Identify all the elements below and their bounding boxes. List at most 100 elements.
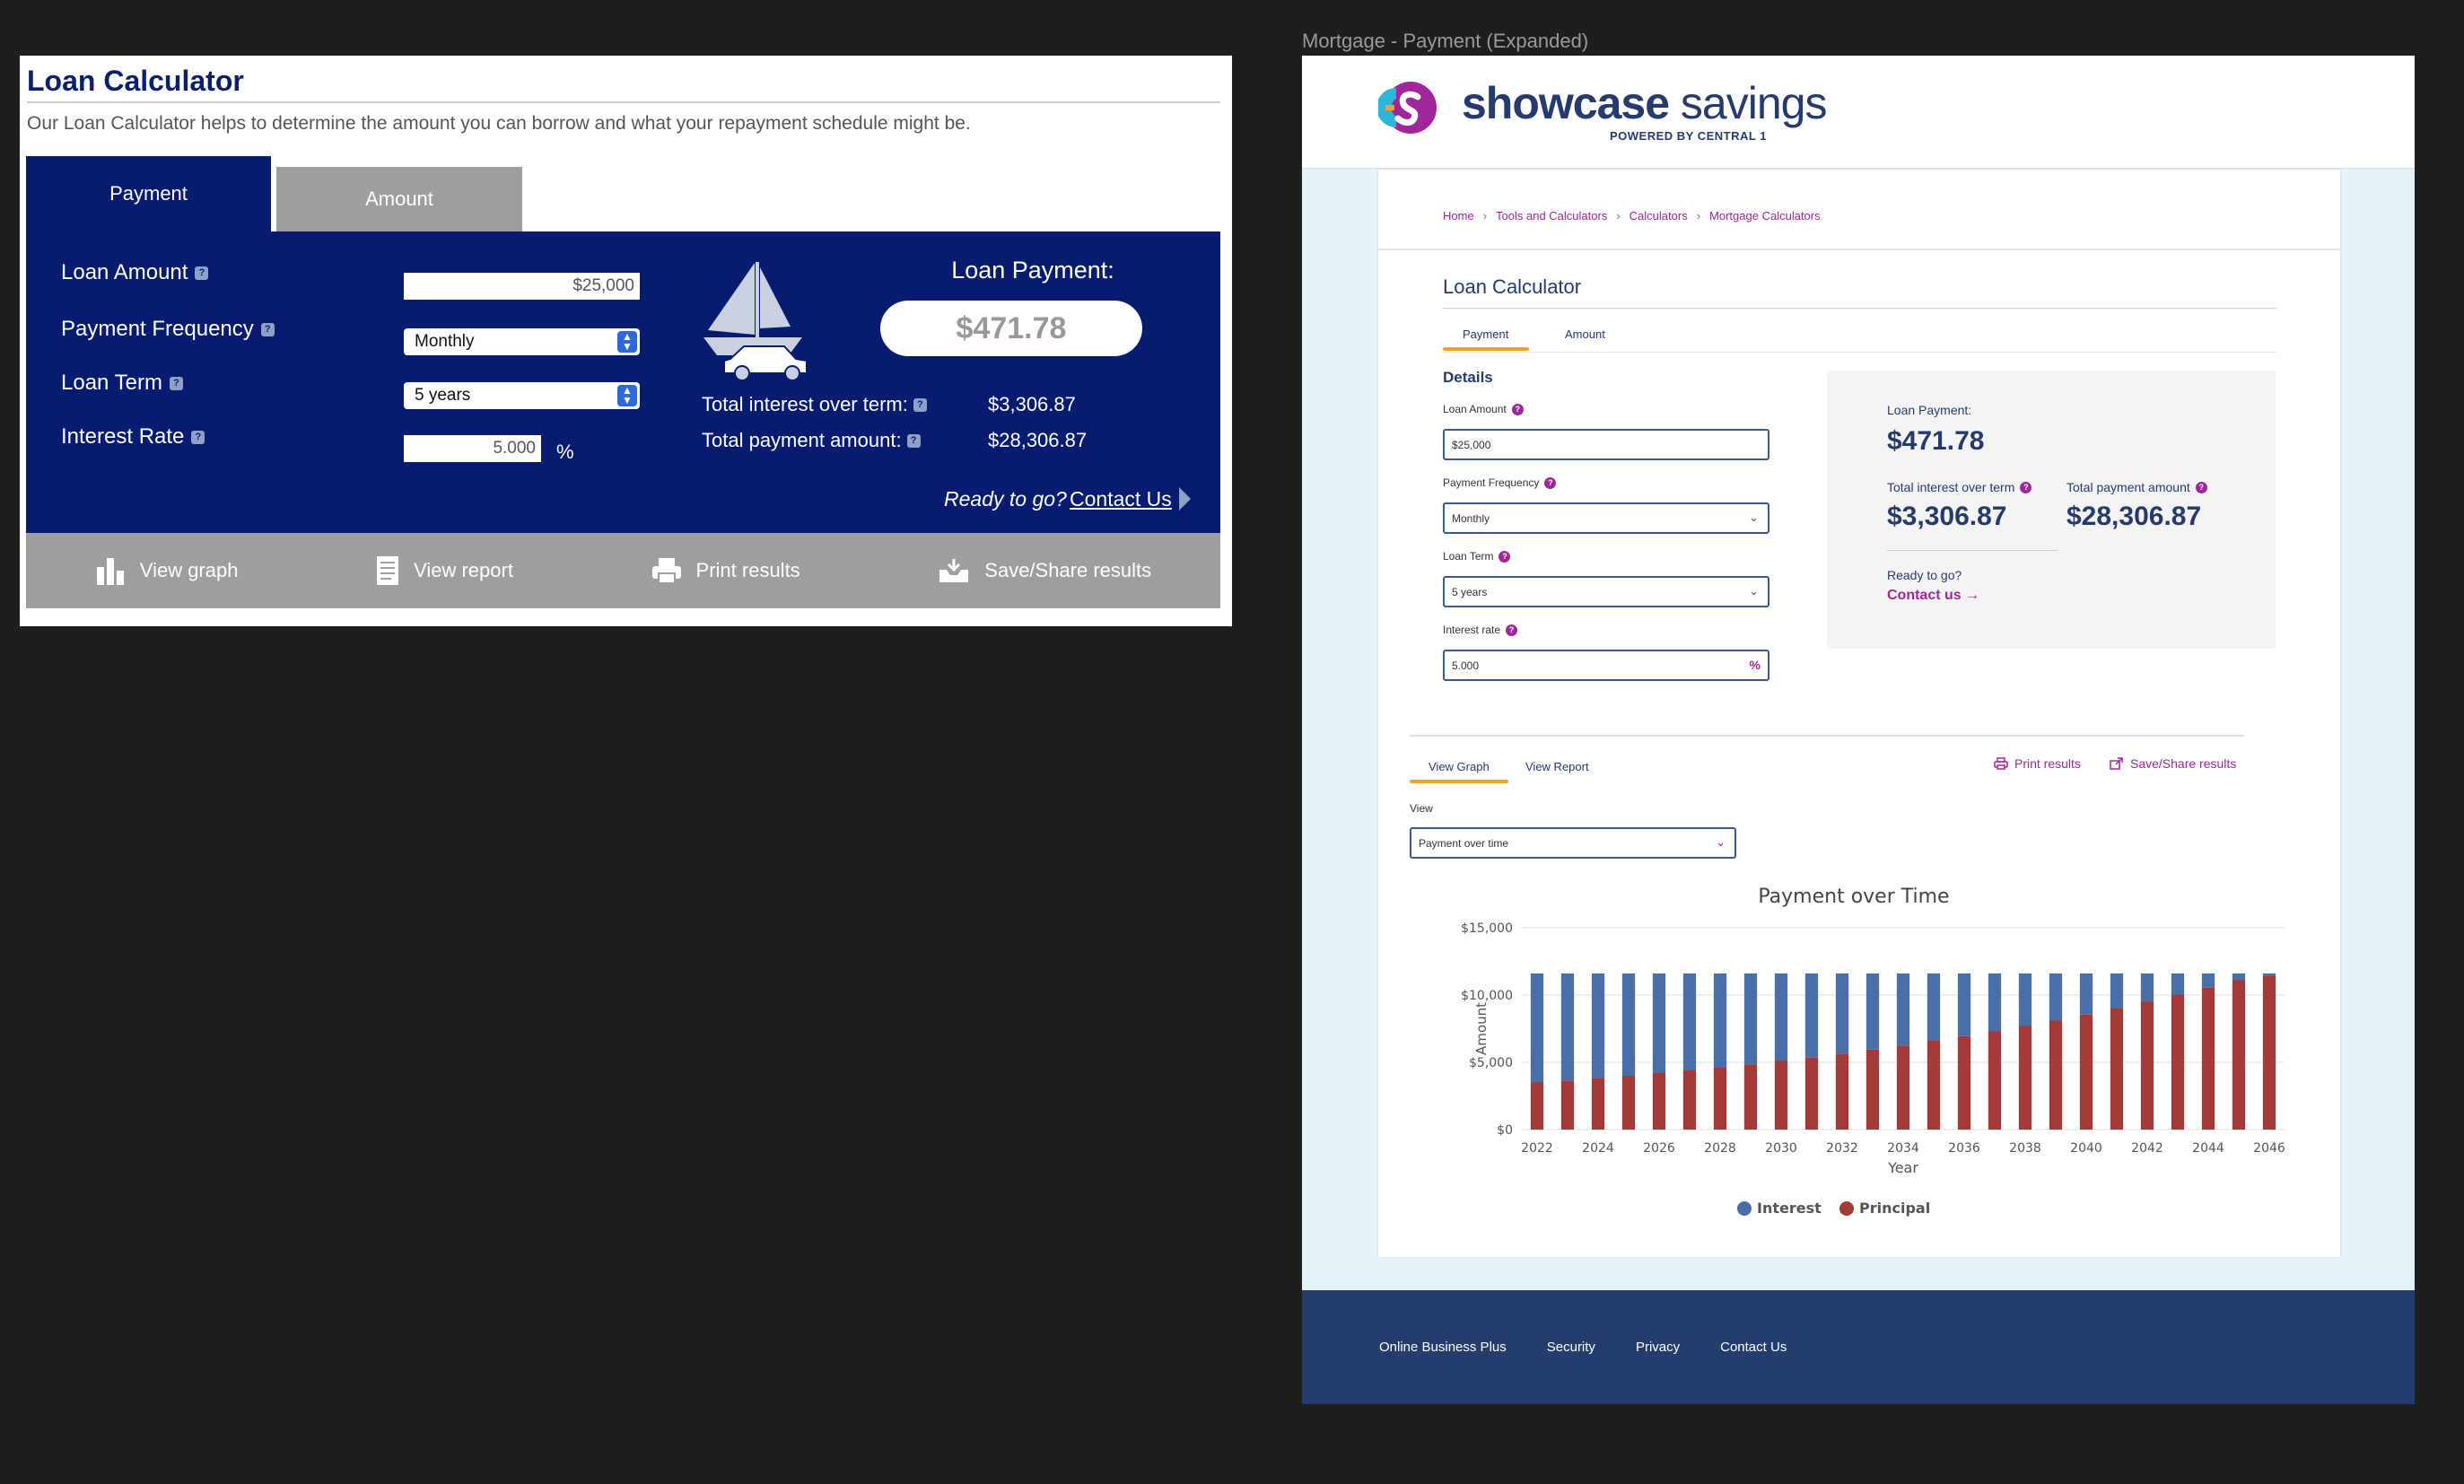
- tab-view-graph[interactable]: View Graph: [1429, 760, 1490, 773]
- interest-rate-input[interactable]: 5.000%: [1443, 650, 1769, 681]
- old-loan-amount-text: Loan Amount: [61, 260, 188, 284]
- bar-principal: [1591, 1078, 1605, 1130]
- printer-icon: [1994, 757, 2008, 770]
- help-icon[interactable]: ?: [913, 397, 927, 412]
- bar-principal: [2049, 1020, 2063, 1130]
- old-rate-text: Interest Rate: [61, 424, 185, 449]
- old-contact-link[interactable]: Contact Us: [1070, 487, 1172, 511]
- chevron-down-icon: ⌄: [1716, 835, 1726, 849]
- loan-term-label: Loan Term?: [1443, 550, 1511, 563]
- breadcrumb-tools[interactable]: Tools and Calculators: [1496, 209, 1608, 223]
- bar-interest: [1743, 973, 1758, 1065]
- chevron-right-icon: ›: [1616, 209, 1621, 223]
- bar-principal: [2140, 1001, 2154, 1130]
- total-payment-text: Total payment amount: [2066, 480, 2190, 494]
- breadcrumb-mortgage[interactable]: Mortgage Calculators: [1709, 209, 1821, 223]
- loan-payment-value: $471.78: [1887, 426, 1985, 456]
- bar-interest: [1988, 973, 2002, 1032]
- bar-principal: [1743, 1064, 1758, 1130]
- tab-view-report[interactable]: View Report: [1525, 760, 1589, 773]
- help-icon[interactable]: ?: [1498, 550, 1511, 563]
- brand-logo-icon[interactable]: [1378, 81, 1437, 135]
- x-tick-label: 2034: [1887, 1141, 1919, 1156]
- arrow-right-icon[interactable]: [1179, 487, 1191, 511]
- bar-interest: [2201, 973, 2215, 988]
- y-tick-label: $10,000: [1461, 989, 1513, 1003]
- help-icon[interactable]: ?: [169, 376, 183, 390]
- footer-link-contact[interactable]: Contact Us: [1720, 1340, 1787, 1355]
- bar-principal: [1957, 1035, 1971, 1130]
- breadcrumb-home[interactable]: Home: [1443, 209, 1474, 223]
- help-icon[interactable]: ?: [260, 322, 275, 336]
- bar-principal: [2079, 1014, 2093, 1130]
- help-icon[interactable]: ?: [1506, 624, 1518, 636]
- legend-principal-marker: [1839, 1201, 1854, 1216]
- x-axis-label: Year: [1887, 1159, 1918, 1176]
- details-heading: Details: [1443, 369, 1493, 386]
- help-icon[interactable]: ?: [1544, 476, 1557, 489]
- print-results-button[interactable]: Print results: [1994, 756, 2081, 771]
- loan-term-select[interactable]: 5 years ⌄: [1443, 576, 1769, 607]
- loan-amount-input[interactable]: $25,000: [1443, 429, 1769, 460]
- old-save-share-button[interactable]: Save/Share results: [938, 557, 1151, 584]
- old-loan-amount-input[interactable]: [404, 273, 640, 300]
- divider: [1443, 352, 2276, 353]
- results-panel: Loan Payment: $471.78 Total interest ove…: [1827, 371, 2276, 649]
- old-print-button[interactable]: Print results: [651, 557, 800, 584]
- y-tick-label: $0: [1497, 1123, 1513, 1138]
- footer-link-online-business[interactable]: Online Business Plus: [1379, 1340, 1507, 1355]
- bar-principal: [2018, 1026, 2032, 1130]
- help-icon[interactable]: ?: [2020, 481, 2032, 493]
- page-title: Loan Calculator: [1443, 275, 1582, 298]
- x-tick-label: 2040: [2070, 1141, 2102, 1156]
- bar-principal: [1835, 1053, 1849, 1130]
- footer-link-security[interactable]: Security: [1546, 1340, 1595, 1355]
- site-footer: Online Business Plus Security Privacy Co…: [1302, 1290, 2415, 1404]
- active-tab-indicator: [1410, 780, 1508, 783]
- save-share-label: Save/Share results: [2130, 756, 2237, 771]
- help-icon[interactable]: ?: [906, 433, 921, 448]
- view-select[interactable]: Payment over time ⌄: [1410, 827, 1736, 859]
- breadcrumb-calculators[interactable]: Calculators: [1629, 209, 1688, 223]
- site-header: showcase savings POWERED BY CENTRAL 1: [1302, 56, 2415, 169]
- bar-principal: [1530, 1082, 1544, 1130]
- bar-interest: [2110, 973, 2124, 1008]
- payment-frequency-text: Payment Frequency: [1443, 476, 1540, 489]
- divider: [1410, 735, 2244, 737]
- tab-payment[interactable]: Payment: [1463, 327, 1509, 341]
- footer-link-privacy[interactable]: Privacy: [1635, 1340, 1681, 1355]
- old-frequency-select[interactable]: Monthly ▲ ▼: [404, 328, 640, 355]
- old-rate-input[interactable]: [404, 435, 541, 462]
- old-tab-payment[interactable]: Payment: [26, 156, 271, 231]
- old-view-graph-button[interactable]: View graph: [95, 556, 238, 585]
- save-share-button[interactable]: Save/Share results: [2110, 756, 2236, 771]
- bar-principal: [1988, 1031, 2002, 1130]
- payment-frequency-select[interactable]: Monthly ⌄: [1443, 502, 1769, 534]
- calculator-card: Home › Tools and Calculators › Calculators…: [1377, 169, 2341, 1258]
- bar-interest: [1713, 973, 1727, 1068]
- help-icon[interactable]: ?: [1511, 403, 1524, 415]
- help-icon[interactable]: ?: [195, 266, 209, 280]
- sailboat-car-icon: [703, 262, 808, 380]
- payment-chart: Payment over Time $0 $5,000 $10,000 $15,000 A…: [1461, 886, 2285, 1217]
- old-tab-amount[interactable]: Amount: [276, 167, 522, 231]
- brand-name-suffix: savings: [1669, 78, 1828, 128]
- old-term-select[interactable]: 5 years ▲ ▼: [404, 382, 640, 409]
- select-arrows-icon: ▲ ▼: [617, 385, 637, 406]
- x-tick-label: 2046: [2253, 1141, 2285, 1156]
- total-payment-value: $28,306.87: [2066, 502, 2202, 531]
- select-arrows-icon: ▲ ▼: [617, 331, 637, 353]
- help-icon[interactable]: ?: [2195, 481, 2207, 493]
- bar-interest: [1835, 973, 1849, 1054]
- old-title-rule: [27, 101, 1220, 103]
- tab-amount[interactable]: Amount: [1565, 327, 1605, 341]
- total-interest-text: Total interest over term: [1887, 480, 2015, 494]
- bar-interest: [1774, 973, 1788, 1061]
- bar-principal: [2262, 976, 2276, 1130]
- contact-us-link[interactable]: Contact us →: [1887, 588, 1980, 603]
- bar-interest: [1682, 973, 1697, 1070]
- old-view-report-button[interactable]: View report: [376, 555, 513, 586]
- old-intro-text: Our Loan Calculator helps to determine t…: [27, 113, 971, 134]
- loan-term-value: 5 years: [1452, 586, 1488, 598]
- help-icon[interactable]: ?: [191, 430, 205, 444]
